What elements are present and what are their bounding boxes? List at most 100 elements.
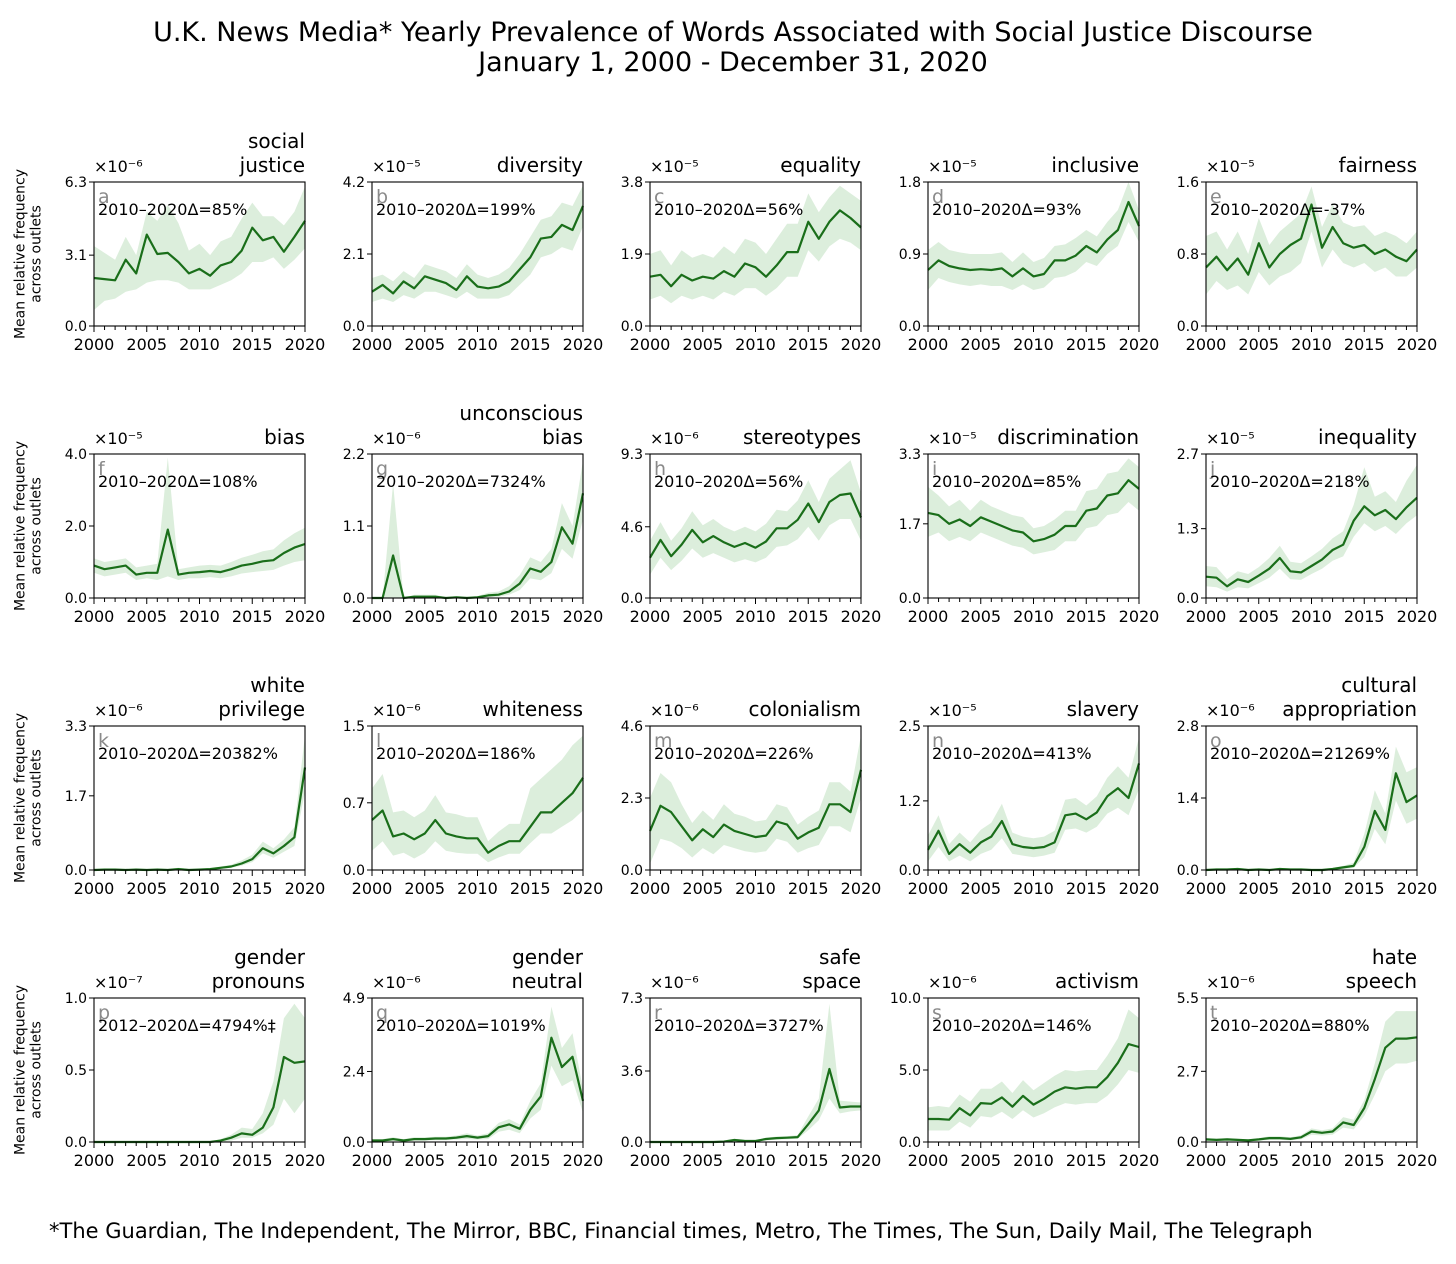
y-axis-label: Mean relative frequencyacross outlets (13, 713, 45, 883)
x-tick-label: 2010 (1013, 1151, 1054, 1170)
y-axis-label: Mean relative frequencyacross outlets (13, 169, 45, 339)
panel-title: social (248, 129, 305, 153)
panel-title: equality (780, 153, 861, 177)
delta-annotation: 2010–2020Δ=85% (98, 200, 247, 219)
panel-letter: e (1210, 186, 1222, 208)
panel-title: hate (1372, 945, 1417, 969)
series-line (649, 492, 863, 559)
x-tick-label: 2005 (960, 607, 1001, 626)
panel-title: discrimination (997, 425, 1139, 449)
panel-letter: q (376, 1002, 388, 1024)
y-tick-label: 0.0 (621, 1135, 643, 1151)
y-tick-label: 1.8 (899, 175, 921, 191)
y-tick-label: 2.8 (1177, 719, 1199, 735)
panel-r: 2000 2005 2010 2015 2020 0.0 3.6 7.3 ×10⁻⁶ safesp… (621, 945, 882, 1170)
x-tick-label: 2020 (841, 1151, 882, 1170)
y-multiplier: ×10⁻⁵ (928, 429, 977, 448)
x-tick-label: 2015 (1066, 607, 1107, 626)
panel-m: 2000 2005 2010 2015 2020 0.0 2.3 4.6 ×10⁻⁶ coloni… (621, 697, 882, 898)
series-line (928, 1042, 1140, 1121)
x-tick-label: 2015 (788, 607, 829, 626)
x-tick-label: 2020 (285, 335, 326, 354)
x-tick-label: 2020 (563, 335, 604, 354)
y-tick-label: 2.0 (65, 519, 87, 535)
panel-letter: j (1209, 458, 1215, 480)
y-axis-label-line1: Mean relative frequency (13, 713, 29, 883)
panel-b: 2000 2005 2010 2015 2020 0.0 2.1 4.2 ×10⁻⁵ divers… (343, 153, 604, 354)
confidence-band (650, 185, 861, 304)
panel-title: white (250, 673, 305, 697)
panel-title: fairness (1338, 153, 1417, 177)
panel-title: speech (1346, 969, 1417, 993)
panel-letter: o (1210, 730, 1222, 752)
delta-annotation: 2010–2020Δ=199% (376, 200, 536, 219)
x-tick-label: 2000 (352, 879, 393, 898)
panel-title: slavery (1067, 697, 1140, 721)
y-tick-label: 0.0 (65, 319, 87, 335)
x-tick-label: 2020 (1119, 879, 1160, 898)
y-tick-label: 0.0 (621, 319, 643, 335)
panel-f: 2000 2005 2010 2015 2020 0.0 2.0 4.0 ×10⁻⁵ bias f2… (13, 425, 326, 626)
y-tick-label: 9.3 (621, 447, 643, 463)
x-tick-label: 2000 (352, 335, 393, 354)
panel-title: space (802, 969, 861, 993)
series-line (1205, 1036, 1418, 1142)
panel-title: neutral (511, 969, 583, 993)
confidence-band (650, 460, 861, 575)
figure-title-line1: U.K. News Media* Yearly Prevalence of Wo… (153, 17, 1313, 48)
x-tick-label: 2000 (1186, 607, 1227, 626)
delta-annotation: 2010–2020Δ=880% (1210, 1016, 1370, 1035)
y-multiplier: ×10⁻⁵ (928, 701, 977, 720)
delta-annotation: 2010–2020Δ=413% (932, 744, 1092, 763)
x-tick-label: 2015 (1066, 1151, 1107, 1170)
y-tick-label: 0.8 (1177, 247, 1199, 263)
y-multiplier: ×10⁻⁵ (650, 157, 699, 176)
y-multiplier: ×10⁻⁶ (372, 429, 421, 448)
x-tick-label: 2010 (179, 879, 220, 898)
x-tick-label: 2020 (1119, 335, 1160, 354)
y-tick-label: 0.7 (343, 796, 365, 812)
x-tick-label: 2005 (682, 1151, 723, 1170)
confidence-band (372, 735, 583, 863)
x-tick-label: 2020 (841, 335, 882, 354)
panel-e: 2000 2005 2010 2015 2020 0.0 0.8 1.6 ×10⁻⁵ fairne… (1177, 153, 1438, 354)
y-tick-label: 2.4 (343, 1064, 365, 1080)
y-tick-label: 4.9 (343, 991, 365, 1007)
panel-letter: d (932, 186, 944, 208)
x-tick-label: 2010 (457, 1151, 498, 1170)
y-axis-label-line1: Mean relative frequency (13, 441, 29, 611)
panel-letter: g (376, 458, 388, 480)
x-tick-label: 2010 (457, 879, 498, 898)
x-tick-label: 2020 (1397, 607, 1438, 626)
y-tick-label: 2.3 (621, 791, 643, 807)
y-tick-label: 3.6 (621, 1064, 643, 1080)
x-tick-label: 2015 (510, 607, 551, 626)
x-tick-label: 2000 (630, 335, 671, 354)
x-tick-label: 2005 (126, 1151, 167, 1170)
panel-letter: b (376, 186, 388, 208)
delta-annotation: 2010–2020Δ=108% (98, 472, 258, 491)
y-tick-label: 0.0 (899, 319, 921, 335)
series-line (372, 1036, 585, 1142)
y-tick-label: 0.9 (899, 247, 921, 263)
x-tick-label: 2010 (1291, 607, 1332, 626)
panel-title: stereotypes (743, 425, 861, 449)
series-line (371, 777, 584, 854)
y-multiplier: ×10⁻⁶ (650, 701, 699, 720)
x-tick-label: 2000 (908, 335, 949, 354)
x-tick-label: 2015 (1344, 1151, 1385, 1170)
panel-letter: l (376, 730, 381, 752)
x-tick-label: 2010 (179, 607, 220, 626)
panel-letter: c (654, 186, 664, 208)
y-tick-label: 1.1 (343, 519, 365, 535)
figure-title-line2: January 1, 2000 - December 31, 2020 (476, 47, 988, 78)
x-tick-label: 2020 (1397, 879, 1438, 898)
x-tick-label: 2000 (630, 879, 671, 898)
panel-letter: f (98, 458, 106, 480)
y-tick-label: 0.0 (899, 1135, 921, 1151)
panel-p: 2000 2005 2010 2015 2020 0.0 0.5 1.0 ×10⁻⁷ gender… (13, 945, 326, 1170)
y-tick-label: 0.0 (1177, 319, 1199, 335)
x-tick-label: 2010 (1013, 879, 1054, 898)
y-axis-label-line1: Mean relative frequency (13, 985, 29, 1155)
x-tick-label: 2005 (404, 607, 445, 626)
